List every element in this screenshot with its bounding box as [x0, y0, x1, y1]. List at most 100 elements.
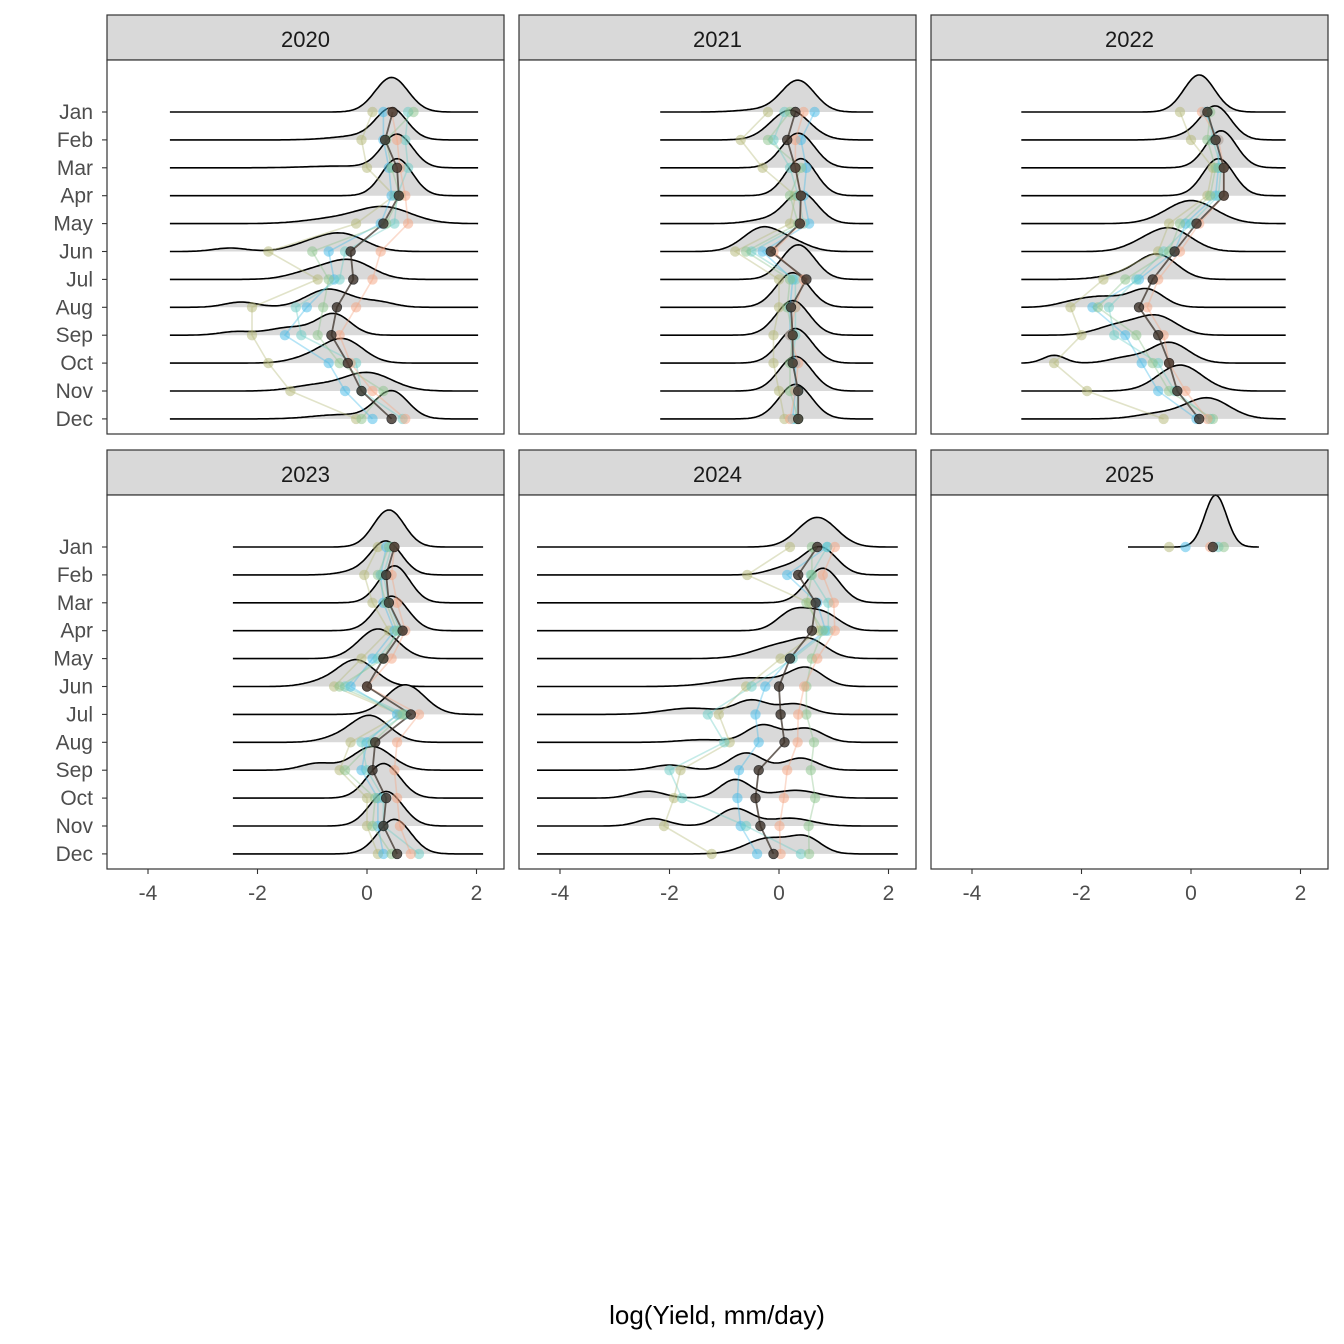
- panel-2020: 2020 Jan Feb Mar Apr May Jun Jul Aug Sep Oct Nov Dec: [53, 14, 505, 435]
- series-green-point: [1092, 302, 1104, 313]
- density-ridge-Mar: [169, 133, 479, 169]
- density-ridge-Apr: [1021, 157, 1286, 197]
- density-fill-Aug: [232, 715, 484, 743]
- density-fill-Feb: [169, 108, 479, 140]
- series-mean-point: [779, 737, 790, 748]
- x-tick-label: -2: [1072, 882, 1091, 905]
- y-tick-label: Dec: [56, 408, 93, 431]
- series-green-point: [307, 246, 318, 257]
- density-ridge-Nov: [1021, 364, 1286, 392]
- density-fill-Jul: [1021, 253, 1286, 280]
- series-mean-point: [1207, 541, 1219, 553]
- series-olive-point: [1076, 330, 1087, 341]
- density-ridge-Jan: [169, 76, 479, 113]
- density-fill-Apr: [537, 607, 898, 631]
- series-salmon-point: [367, 274, 378, 285]
- y-tick-label: Dec: [56, 843, 93, 866]
- series-olive-point: [246, 302, 258, 313]
- series-mean-point: [1172, 385, 1183, 397]
- y-tick-label: Apr: [60, 185, 93, 208]
- y-tick-label: Mar: [57, 157, 93, 180]
- y-tick-label: Jun: [59, 676, 93, 699]
- series-mean-point: [1152, 330, 1164, 341]
- density-ridge-Jun: [660, 225, 874, 253]
- series-mean-point: [793, 569, 804, 581]
- series-green-point: [784, 190, 796, 201]
- density-ridge-Jul: [169, 258, 479, 281]
- density-fill-Oct: [232, 763, 484, 799]
- facet-panels: 2020JanFebMarAprMayJunJulAugSepOctNovDec…: [53, 14, 1329, 905]
- panel-background: [107, 495, 504, 869]
- series-salmon-point: [391, 792, 403, 804]
- density-ridge-Jan: [232, 509, 484, 548]
- density-ridge-Jun: [1021, 226, 1286, 253]
- series-teal-point: [719, 737, 730, 748]
- series-mean-point: [393, 190, 405, 201]
- panel-background: [931, 495, 1328, 869]
- series-mean-point: [356, 385, 367, 397]
- series-blue-point: [1120, 330, 1131, 341]
- series-olive-point: [773, 274, 785, 285]
- series-mean-point: [750, 792, 761, 804]
- density-fill-Jan: [660, 80, 874, 112]
- series-mean-point: [793, 413, 804, 425]
- density-fill-May: [1021, 200, 1286, 224]
- density-ridge-Jul: [537, 698, 898, 716]
- series-mean-point: [389, 541, 400, 553]
- series-mean-point: [1163, 357, 1175, 369]
- series-olive-point: [350, 218, 362, 229]
- series-blue-point: [1152, 385, 1164, 397]
- panel-background: [519, 60, 916, 434]
- series-mean-point: [768, 848, 779, 860]
- series-teal-line: [668, 546, 830, 855]
- series-mean-point: [361, 681, 373, 692]
- density-ridge-Nov: [169, 371, 479, 392]
- series-teal-point: [296, 330, 307, 341]
- y-tick-label: Jul: [66, 268, 93, 291]
- series-olive-point: [367, 597, 378, 609]
- series-olive-point: [263, 357, 274, 369]
- facet-strip-label: 2020: [281, 27, 330, 52]
- series-teal-point: [746, 681, 757, 692]
- density-fill-Jul: [232, 684, 484, 715]
- series-teal-point: [1131, 274, 1142, 285]
- series-olive-point: [1185, 134, 1197, 146]
- panel-2024: 2024 -4 -2 0 2: [518, 449, 917, 905]
- density-fill-May: [660, 192, 874, 224]
- series-mean-point: [326, 330, 337, 341]
- series-salmon-point: [375, 246, 386, 257]
- density-ridge-Dec: [1021, 396, 1286, 420]
- density-ridge-Aug: [1021, 287, 1286, 309]
- density-fill-Aug: [537, 724, 898, 743]
- density-fill-Jun: [1021, 227, 1286, 252]
- x-tick-label: -4: [551, 882, 570, 905]
- series-mean-point: [378, 218, 389, 229]
- series-mean-point: [755, 820, 766, 832]
- series-mean-point: [1218, 190, 1230, 201]
- series-mean-point: [1169, 246, 1180, 257]
- density-ridge-Jul: [1021, 253, 1286, 281]
- series-salmon-point: [389, 765, 400, 776]
- panel-border: [518, 59, 917, 435]
- series-mean-point: [370, 737, 381, 748]
- density-ridge-May: [1021, 199, 1286, 225]
- density-ridge-Feb: [169, 107, 479, 141]
- series-mean-point: [348, 274, 359, 285]
- density-fill-Dec: [169, 390, 479, 419]
- facet-strip: [930, 14, 1329, 61]
- density-ridge-Nov: [660, 355, 874, 392]
- series-mean-point: [1147, 274, 1158, 285]
- series-teal-point: [740, 820, 752, 832]
- series-teal-point: [1103, 302, 1115, 313]
- density-ridge-Mar: [232, 564, 484, 604]
- y-tick-label: Nov: [56, 380, 94, 403]
- series-olive-point: [768, 357, 779, 369]
- density-fill-Apr: [660, 158, 874, 196]
- y-tick-label: Aug: [56, 296, 93, 319]
- x-tick-label: -2: [248, 882, 267, 905]
- series-olive-point: [773, 385, 785, 397]
- series-salmon-point: [391, 737, 403, 748]
- density-ridge-May: [660, 191, 874, 225]
- series-salmon-point: [817, 569, 829, 581]
- series-mean-point: [790, 106, 801, 118]
